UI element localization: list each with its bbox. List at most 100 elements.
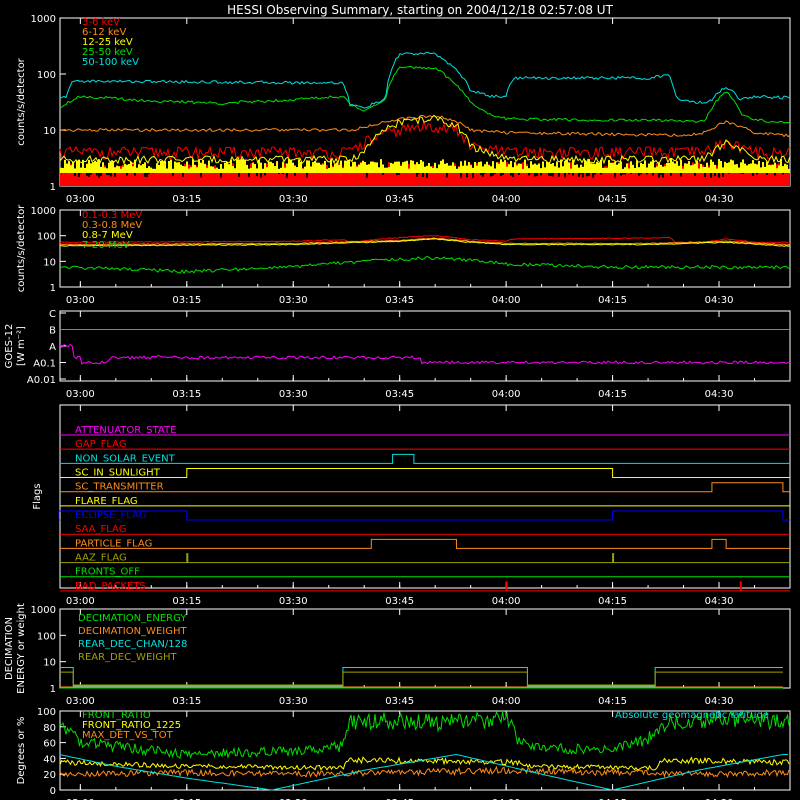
y-tick-label: B <box>49 326 56 337</box>
flag-label: BAD_PACKETS <box>75 581 146 592</box>
y-tick-label: 80 <box>43 723 56 734</box>
y-tick-label: 1 <box>50 182 56 193</box>
x-tick-label: 04:15 <box>598 696 627 707</box>
series-line <box>59 256 791 275</box>
series-line <box>59 114 791 138</box>
x-tick-label: 03:45 <box>385 696 414 707</box>
y-tick-label: 10 <box>43 257 56 268</box>
legend-entry: 3-6 keV <box>82 17 120 28</box>
y-tick-label: 100 <box>37 707 56 718</box>
legend-entry: DECIMATION_WEIGHT <box>78 626 187 637</box>
legend-entry: REAR_DEC_WEIGHT <box>78 652 177 663</box>
x-tick-label: 03:15 <box>172 596 201 607</box>
x-tick-label: 03:00 <box>66 295 95 306</box>
legend-entry: 0.3-0.8 MeV <box>82 220 142 231</box>
x-tick-label: 03:15 <box>172 194 201 205</box>
x-tick-label: 04:15 <box>598 798 627 800</box>
panel-2: 03:00 03:15 03:30 03:45 04:00 04:15 04:30 1 10 10… <box>16 204 791 306</box>
legend-entry: 25-50 keV <box>82 47 133 58</box>
plot-frame <box>59 209 791 288</box>
flag-line <box>60 482 790 493</box>
x-tick-label: 04:30 <box>705 596 734 607</box>
flag-label: AAZ_FLAG <box>75 553 127 564</box>
y-tick-label: 100 <box>37 631 56 642</box>
series-line <box>59 65 791 124</box>
legend-entry: MAX_DET_VS_TOT <box>82 730 174 741</box>
plot-frame <box>59 404 791 589</box>
x-tick-label: 03:45 <box>385 596 414 607</box>
series-line <box>59 765 790 779</box>
x-tick-label: 03:15 <box>172 295 201 306</box>
x-tick-label: 04:00 <box>492 596 521 607</box>
y-axis-label: DECIMATION <box>4 617 15 680</box>
x-tick-label: 04:00 <box>492 295 521 306</box>
y-axis-label: counts/s/detector <box>16 204 27 292</box>
series-line <box>59 51 791 109</box>
flag-line <box>58 510 790 521</box>
y-tick-label: A0.01 <box>27 375 56 386</box>
series-line <box>59 710 790 760</box>
panel-4: 03:00 03:15 03:30 03:45 04:00 04:15 04:30 Flags… <box>32 404 791 607</box>
chart-title: HESSI Observing Summary, starting on 200… <box>227 3 613 17</box>
flag-line <box>60 538 790 549</box>
x-tick-label: 04:00 <box>492 389 521 400</box>
x-tick-label: 03:00 <box>66 596 95 607</box>
flag-label: PARTICLE_FLAG <box>75 538 152 549</box>
legend-entry: FRONT_RATIO_1225 <box>82 720 181 731</box>
x-tick-label: 03:00 <box>66 798 95 800</box>
legend-entry: 12-25 keV <box>82 37 133 48</box>
series-line <box>59 343 790 365</box>
flag-label: SAA_FLAG <box>75 524 126 535</box>
legend-entry: 50-100 keV <box>82 57 139 68</box>
flag-line <box>60 468 790 479</box>
x-tick-label: 04:00 <box>492 696 521 707</box>
y-tick-label: A0.1 <box>33 359 56 370</box>
legend-entry: 0.8-7 MeV <box>82 230 133 241</box>
flag-label: ATTENUATOR_STATE <box>75 425 176 436</box>
y-tick-label: 10 <box>43 658 56 669</box>
y-axis-label-units: [W m⁻²] <box>16 326 27 366</box>
x-tick-label: 03:30 <box>279 596 308 607</box>
legend-entry: DECIMATION_ENERGY <box>78 613 187 624</box>
y-tick-label: 100 <box>37 70 56 81</box>
x-tick-label: 04:15 <box>598 194 627 205</box>
y-tick-label: 1000 <box>31 206 56 217</box>
x-tick-label: 04:30 <box>705 295 734 306</box>
x-tick-label: 04:15 <box>598 295 627 306</box>
y-tick-label: 10 <box>43 126 56 137</box>
x-tick-label: 03:30 <box>279 295 308 306</box>
flag-label: ECLIPSE_FLAG <box>75 510 146 521</box>
series-line <box>60 238 791 247</box>
y-tick-label: 0 <box>50 786 56 797</box>
y-tick-label: 1 <box>50 283 56 294</box>
x-tick-label: 03:15 <box>172 798 201 800</box>
x-tick-label: 03:00 <box>66 696 95 707</box>
y-axis-label: counts/s/detector <box>16 57 27 145</box>
x-tick-label: 03:00 <box>66 194 95 205</box>
legend-entry: 7-20 MeV <box>82 240 130 251</box>
flag-label: FLARE_FLAG <box>75 496 138 507</box>
x-tick-label: 03:30 <box>279 696 308 707</box>
panel-1: 03:00 03:15 03:30 03:45 04:00 04:15 04:30 1 10 10… <box>16 14 791 205</box>
x-tick-label: 04:15 <box>598 596 627 607</box>
y-tick-label: 1000 <box>31 14 56 25</box>
legend-entry: 0.1-0.3 MeV <box>82 210 142 221</box>
series-line <box>60 671 783 686</box>
x-tick-label: 03:45 <box>385 798 414 800</box>
geomagnetic-latitude-annotation: Absolute geomagnetic latitude <box>615 710 769 721</box>
x-tick-label: 04:00 <box>492 798 521 800</box>
x-tick-label: 03:45 <box>385 295 414 306</box>
flag-label: FRONTS_OFF <box>75 567 140 578</box>
y-tick-label: C <box>49 309 56 320</box>
y-axis-label: GOES-12 <box>4 324 15 369</box>
series-line <box>59 753 788 791</box>
panel-3: 03:00 03:15 03:30 03:45 04:00 04:15 04:30 CBA A0… <box>4 309 791 400</box>
x-tick-label: 03:15 <box>172 389 201 400</box>
x-tick-label: 04:00 <box>492 194 521 205</box>
x-tick-label: 04:30 <box>705 696 734 707</box>
legend-entry: FRONT_RATIO <box>82 710 151 721</box>
series-line <box>59 235 791 244</box>
x-tick-label: 03:15 <box>172 696 201 707</box>
legend-entry: REAR_DEC_CHAN/128 <box>78 639 187 650</box>
